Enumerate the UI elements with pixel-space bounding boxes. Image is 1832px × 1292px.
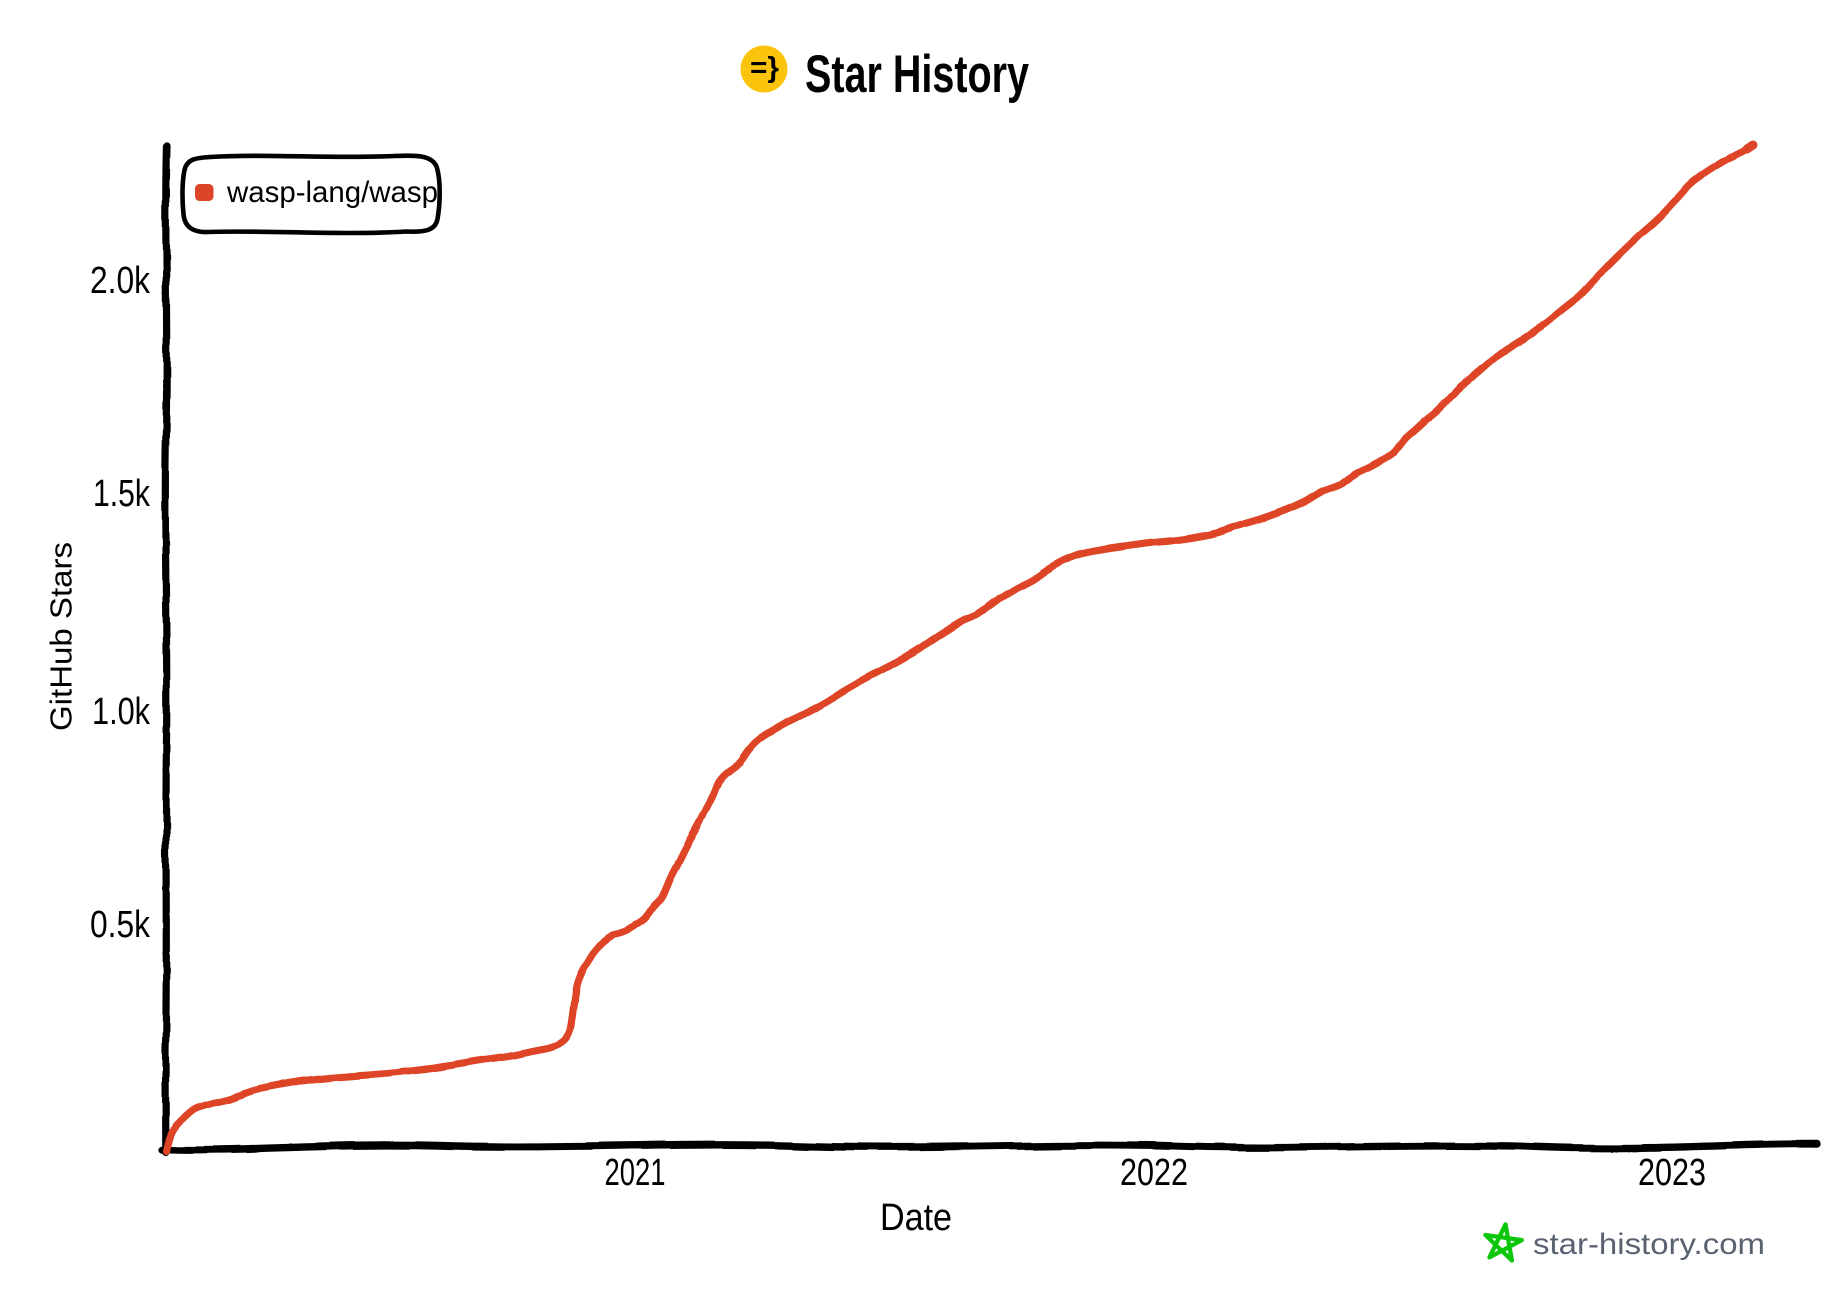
svg-text:2022: 2022 [1120,1152,1188,1194]
svg-text:2.0k: 2.0k [90,260,151,302]
svg-text:2023: 2023 [1638,1152,1706,1194]
svg-text:Date: Date [880,1197,952,1239]
svg-text:wasp-lang/wasp: wasp-lang/wasp [226,176,438,209]
svg-text:1.5k: 1.5k [93,473,151,515]
svg-text:0.5k: 0.5k [90,904,151,946]
svg-text:Star History: Star History [805,45,1029,104]
svg-text:1.0k: 1.0k [92,691,151,733]
svg-text:2021: 2021 [605,1152,666,1194]
svg-text:GitHub Stars: GitHub Stars [44,542,79,731]
svg-text:=}: =} [750,52,779,84]
svg-text:star-history.com: star-history.com [1533,1228,1765,1261]
